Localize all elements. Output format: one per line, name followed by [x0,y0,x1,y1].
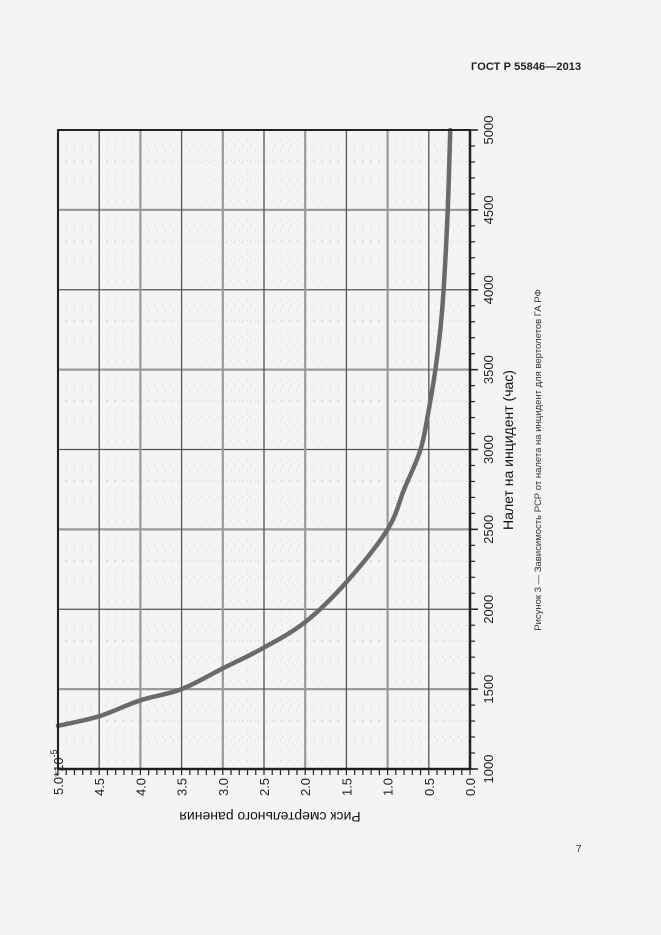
page-number: 7 [576,844,582,855]
y-tick-label: 4.0 [133,778,148,796]
chart-curve [55,127,453,729]
x-tick-label: 5000 [481,116,496,145]
y-tick-label: 3.0 [216,778,231,796]
chart-ticks [57,129,478,775]
y-tick-label: 0.0 [463,778,478,796]
y-tick-label: 4.5 [92,778,107,796]
y-tick-label: 1.5 [339,778,354,796]
y-tick-label: 0.5 [422,778,437,796]
x-tick-label: 2500 [481,515,496,544]
risk-curve [55,127,453,729]
y-multiplier-label: 5.0*10-5 [49,749,66,795]
x-tick-label: 2000 [481,595,496,624]
y-tick-max-with-multiplier: 5.0*10-5 [49,749,66,795]
y-tick-label: 2.5 [257,778,272,796]
y-tick-label: 2.0 [298,778,313,796]
chart-grid [56,129,472,770]
x-tick-label: 4500 [481,195,496,224]
x-tick-label: 3000 [481,435,496,464]
x-tick-label: 3500 [481,355,496,384]
y-tick-label: 3.5 [175,778,190,796]
y-tick-label: 1.0 [381,778,396,796]
chart-tick-labels: 1000 1500 2000 2500 3000 3500 4000 4500 5000 0.0 0… [92,116,496,797]
y-axis-title: Риск смертельного ранения [179,809,360,825]
document-header: ГОСТ Р 55846—2013 [471,61,582,73]
x-tick-label: 1000 [481,755,496,784]
x-tick-label: 4000 [481,275,496,304]
x-axis-title: Налет на инцидент (час) [500,370,516,530]
x-tick-label: 1500 [481,675,496,704]
figure-caption: Рисунок 3 — Зависимость РСР от налета на… [533,289,544,631]
